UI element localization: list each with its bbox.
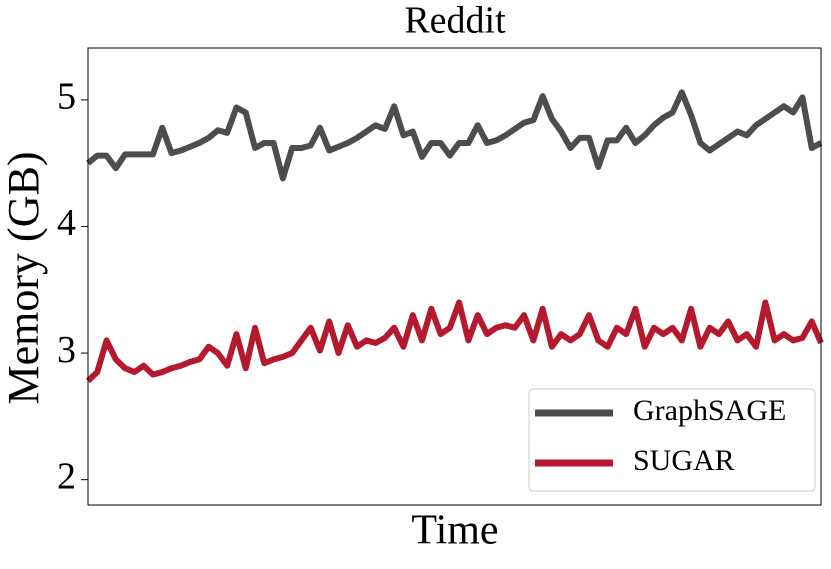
plot-frame	[87, 47, 822, 506]
legend-label: SUGAR	[633, 444, 735, 477]
y-tick-label: 5	[57, 76, 76, 118]
y-tick-label: 3	[57, 329, 76, 371]
y-tick-label: 4	[57, 202, 76, 244]
y-tick-label: 2	[57, 455, 76, 497]
y-axis-label: Memory (GB)	[0, 152, 48, 405]
series-line	[85, 299, 824, 384]
legend-label: GraphSAGE	[633, 394, 786, 427]
chart-title: Reddit	[404, 0, 506, 42]
series-line	[86, 89, 823, 182]
x-axis-label: Time	[411, 508, 498, 554]
